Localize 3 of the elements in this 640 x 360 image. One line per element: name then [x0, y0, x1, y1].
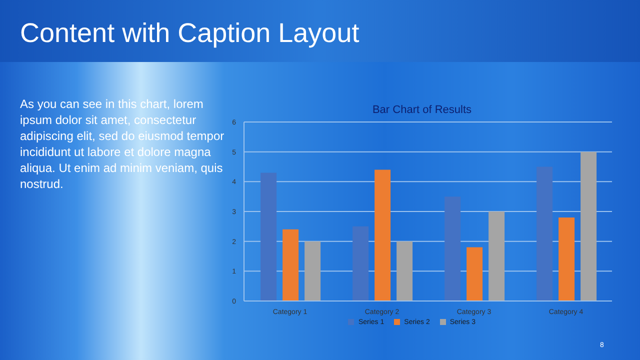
text: Content with Caption Layout — [20, 18, 360, 49]
chart-title: Bar Chart of Results — [371, 104, 473, 116]
text: As you can see in this chart, lorem ipsum dolor sit amet, consectetur adipiscing elit, sed do eiusmod tempor incididunt ut labore et dolore magna aliqua. Ut enim ad minim veniam, quis nostrud. — [20, 96, 225, 192]
